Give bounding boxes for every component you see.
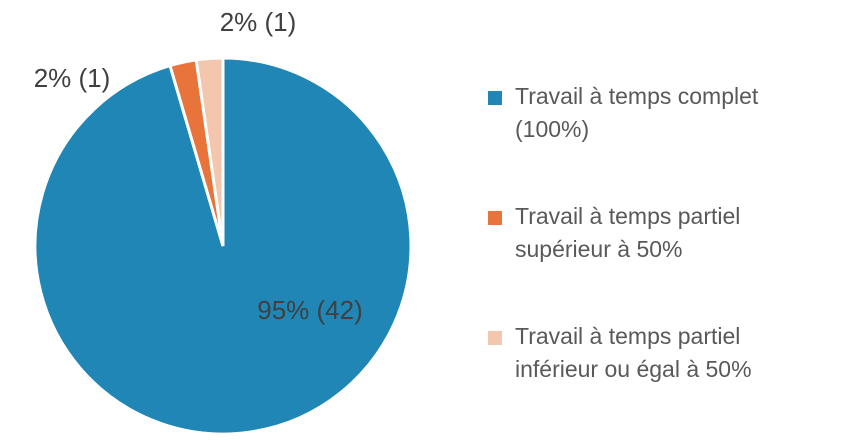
legend-label: Travail à temps complet (100%) bbox=[515, 83, 759, 142]
legend-swatch bbox=[488, 211, 502, 225]
data-label: 95% (42) bbox=[257, 295, 363, 325]
legend-item: Travail à temps complet (100%) bbox=[488, 80, 825, 146]
legend-label: Travail à temps partiel supérieur à 50% bbox=[515, 203, 741, 262]
legend-swatch bbox=[488, 91, 502, 105]
legend-item: Travail à temps partiel inférieur ou éga… bbox=[488, 320, 825, 386]
legend-item: Travail à temps partiel supérieur à 50% bbox=[488, 200, 825, 266]
legend: Travail à temps complet (100%) Travail à … bbox=[488, 80, 828, 440]
data-label: 2% (1) bbox=[220, 7, 297, 37]
pie-slice bbox=[194, 56, 225, 247]
legend-label: Travail à temps partiel inférieur ou éga… bbox=[515, 323, 752, 382]
data-label: 2% (1) bbox=[34, 63, 111, 93]
legend-swatch bbox=[488, 331, 502, 345]
